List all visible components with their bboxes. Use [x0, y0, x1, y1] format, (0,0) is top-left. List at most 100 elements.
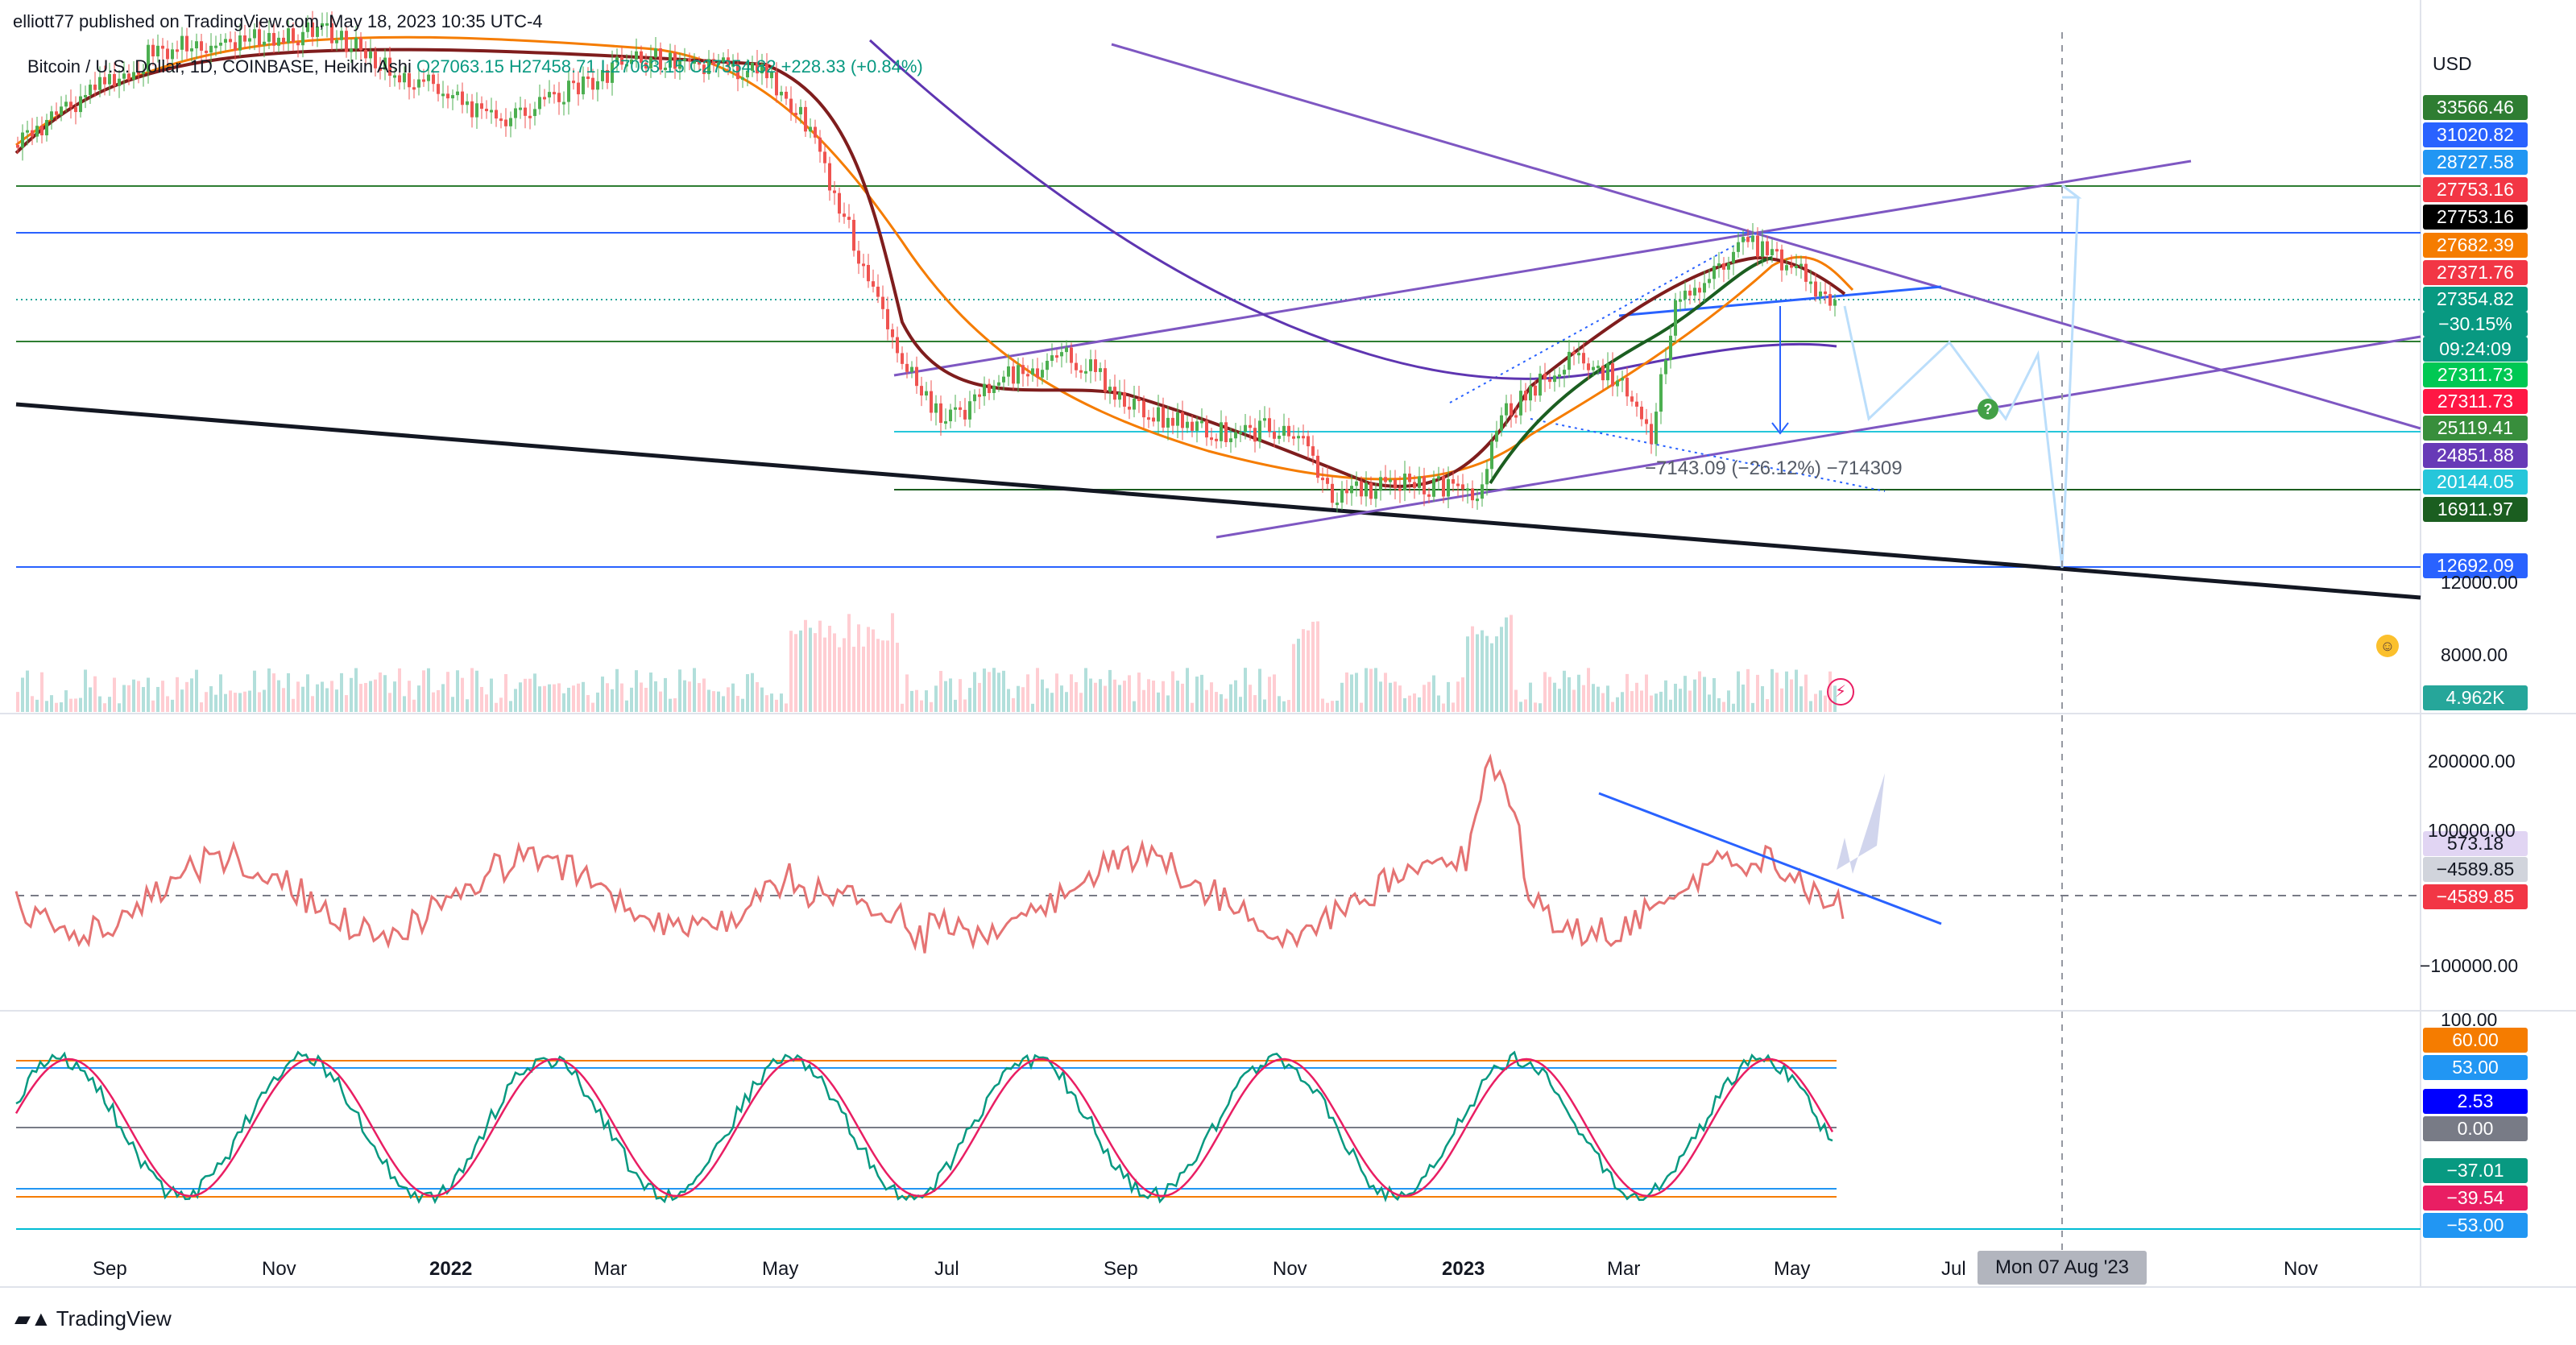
ribbon-slow[interactable]: [1489, 256, 1773, 485]
volume-bar: [1398, 685, 1402, 712]
lightning-icon[interactable]: ⚡: [1827, 678, 1854, 706]
volume-bar: [127, 685, 130, 712]
descending-trendline[interactable]: [1111, 43, 2421, 430]
volume-bar: [1152, 681, 1155, 712]
volume-bar: [988, 672, 991, 712]
price-badge: 31020.82: [2423, 122, 2528, 147]
volume-bar: [843, 638, 846, 712]
volume-bar: [644, 688, 648, 712]
time-label: Mar: [1607, 1258, 1641, 1280]
volume-bar: [1157, 692, 1160, 712]
volume-bar: [1456, 681, 1460, 712]
volume-bar: [963, 699, 967, 712]
volume-bar: [775, 699, 778, 712]
volume-bars: [16, 613, 1837, 712]
symbol-legend[interactable]: Bitcoin / U.S. Dollar, 1D, COINBASE, Hei…: [27, 56, 923, 77]
volume-bar: [234, 693, 237, 712]
volume-bar: [45, 701, 48, 712]
volume-bar: [722, 696, 725, 712]
dotted-trendline: [1449, 233, 1757, 404]
volume-bar: [862, 646, 865, 712]
time-label: Nov: [2284, 1258, 2318, 1280]
tradingview-logo[interactable]: ▰▲ TradingView: [14, 1306, 172, 1331]
volume-bar: [770, 693, 773, 712]
neckline[interactable]: [1618, 285, 1942, 317]
volume-bar: [1336, 700, 1339, 712]
volume-bar: [108, 697, 111, 712]
ribbon-fast[interactable]: [14, 48, 1846, 488]
volume-bar: [321, 681, 324, 712]
volume-bar: [1017, 685, 1020, 712]
volume-bar: [1355, 672, 1358, 712]
volume-bar: [1447, 681, 1450, 712]
long-trendline[interactable]: [15, 402, 2421, 600]
volume-bar: [499, 697, 503, 712]
volume-bar: [591, 702, 594, 712]
volume-bar: [852, 646, 855, 712]
price-badge: 12692.09: [2423, 553, 2528, 578]
volume-bar: [1297, 639, 1300, 712]
channel-lower[interactable]: [1216, 335, 2421, 539]
time-marker-label: Mon 07 Aug '23: [1978, 1251, 2147, 1285]
question-marker-icon[interactable]: ?: [1978, 399, 1998, 420]
cvd-line[interactable]: [14, 753, 1845, 954]
volume-bar: [451, 697, 454, 712]
volume-bar: [1461, 677, 1464, 712]
emoji-icon[interactable]: ☺: [2376, 635, 2399, 657]
volume-bar: [727, 687, 730, 712]
price-badge: 20144.05: [2423, 470, 2528, 495]
volume-bar: [118, 703, 121, 712]
cvd-badge: −4589.85: [2423, 884, 2528, 909]
volume-bar: [21, 677, 24, 712]
volume-bar: [1244, 668, 1247, 712]
volume-bar: [340, 672, 343, 712]
volume-bar: [1741, 684, 1745, 712]
volume-bar: [26, 670, 29, 712]
volume-bar: [736, 695, 739, 712]
channel-upper[interactable]: [893, 159, 2192, 377]
volume-bar: [1360, 702, 1363, 712]
volume-bar: [901, 703, 904, 712]
volume-bar: [1118, 685, 1121, 712]
volume-bar: [1751, 702, 1754, 712]
symbol-name: Bitcoin / U.S. Dollar, 1D, COINBASE, Hei…: [27, 56, 412, 77]
volume-bar: [1476, 634, 1479, 712]
volume-bar: [582, 681, 585, 712]
volume-bar: [1302, 629, 1305, 712]
time-label: May: [762, 1258, 799, 1280]
volume-bar: [683, 680, 686, 712]
volume-bar: [1621, 692, 1624, 712]
volume-bar: [1326, 702, 1329, 712]
heikin-ashi-candles[interactable]: [16, 10, 1837, 513]
volume-bar: [1645, 674, 1648, 712]
moving-average[interactable]: [868, 39, 1837, 380]
currency-label[interactable]: USD: [2433, 53, 2472, 74]
projection-path[interactable]: [1843, 197, 2080, 569]
volume-bar: [1379, 681, 1382, 712]
volume-bar: [35, 699, 39, 712]
volume-bar: [84, 669, 87, 712]
publisher-line: elliott77 published on TradingView.com, …: [13, 11, 543, 31]
volume-bar: [1664, 680, 1667, 712]
volume-bar: [1790, 679, 1793, 712]
volume-bar: [1819, 690, 1822, 712]
volume-bar: [1181, 683, 1184, 712]
volume-bar: [432, 692, 435, 712]
measure-label: −7143.09 (−26.12%) −714309: [1645, 457, 1903, 479]
cvd-tick: −100000.00: [2420, 955, 2519, 976]
moving-average-orange[interactable]: [15, 35, 1854, 481]
volume-bar: [698, 683, 701, 712]
volume-bar: [1640, 690, 1643, 712]
cvd-trendline[interactable]: [1598, 792, 1942, 925]
volume-bar: [1635, 682, 1638, 712]
osc-badge: 0.00: [2423, 1116, 2528, 1141]
volume-bar: [79, 697, 82, 712]
osc-badge: 2.53: [2423, 1089, 2528, 1114]
volume-bar: [968, 688, 971, 712]
volume-bar: [205, 692, 208, 712]
volume-bar: [1558, 689, 1561, 712]
time-label: Sep: [1104, 1258, 1138, 1280]
osc-line-slow[interactable]: [14, 1057, 1834, 1198]
volume-bar: [1070, 674, 1073, 712]
